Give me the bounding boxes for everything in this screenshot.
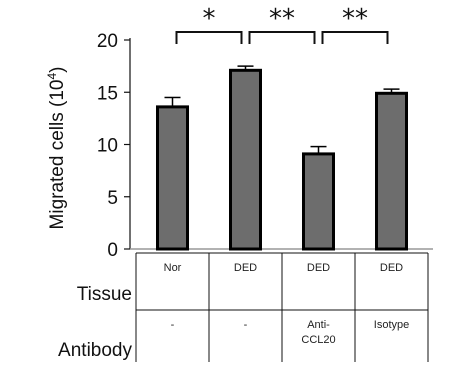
table-cell: CCL20 bbox=[301, 334, 335, 346]
table-cell: Anti- bbox=[307, 319, 330, 331]
y-axis-label-close: ) bbox=[47, 67, 68, 73]
y-tick-label: 15 bbox=[97, 83, 118, 104]
condition-table: Tissue Nor DED DED DED Antibody - - Anti- CCL20 Is… bbox=[58, 252, 429, 362]
significance-brackets: * ** ** bbox=[175, 4, 389, 44]
table-cell: - bbox=[244, 319, 248, 331]
bar bbox=[302, 152, 335, 251]
significance-bracket bbox=[248, 31, 316, 44]
table-cell: DED bbox=[234, 262, 257, 274]
table-row-label: Antibody bbox=[58, 340, 132, 361]
table-cell: Nor bbox=[164, 262, 182, 274]
bars bbox=[156, 65, 408, 251]
significance-label: ** bbox=[269, 4, 295, 34]
table-cell: DED bbox=[380, 262, 403, 274]
bar bbox=[229, 68, 262, 251]
table-cell: - bbox=[171, 319, 175, 331]
significance-bracket bbox=[321, 31, 389, 44]
significance-label: * bbox=[203, 4, 216, 34]
y-axis-label-sup: 4 bbox=[45, 73, 59, 80]
bar bbox=[375, 91, 408, 251]
table-cell: DED bbox=[307, 262, 330, 274]
bar bbox=[156, 105, 189, 251]
significance-bracket bbox=[175, 31, 243, 44]
y-tick-label: 10 bbox=[97, 136, 118, 157]
y-tick-label: 5 bbox=[107, 188, 118, 209]
significance-label: ** bbox=[342, 4, 368, 34]
y-tick-label: 0 bbox=[107, 240, 118, 261]
y-axis-label-text: Migrated cells (10 bbox=[47, 80, 68, 230]
y-tick-label: 20 bbox=[97, 31, 118, 52]
y-axis-label: Migrated cells (104) bbox=[45, 67, 68, 230]
table-cell: Isotype bbox=[374, 319, 409, 331]
table-row-label: Tissue bbox=[77, 284, 132, 305]
